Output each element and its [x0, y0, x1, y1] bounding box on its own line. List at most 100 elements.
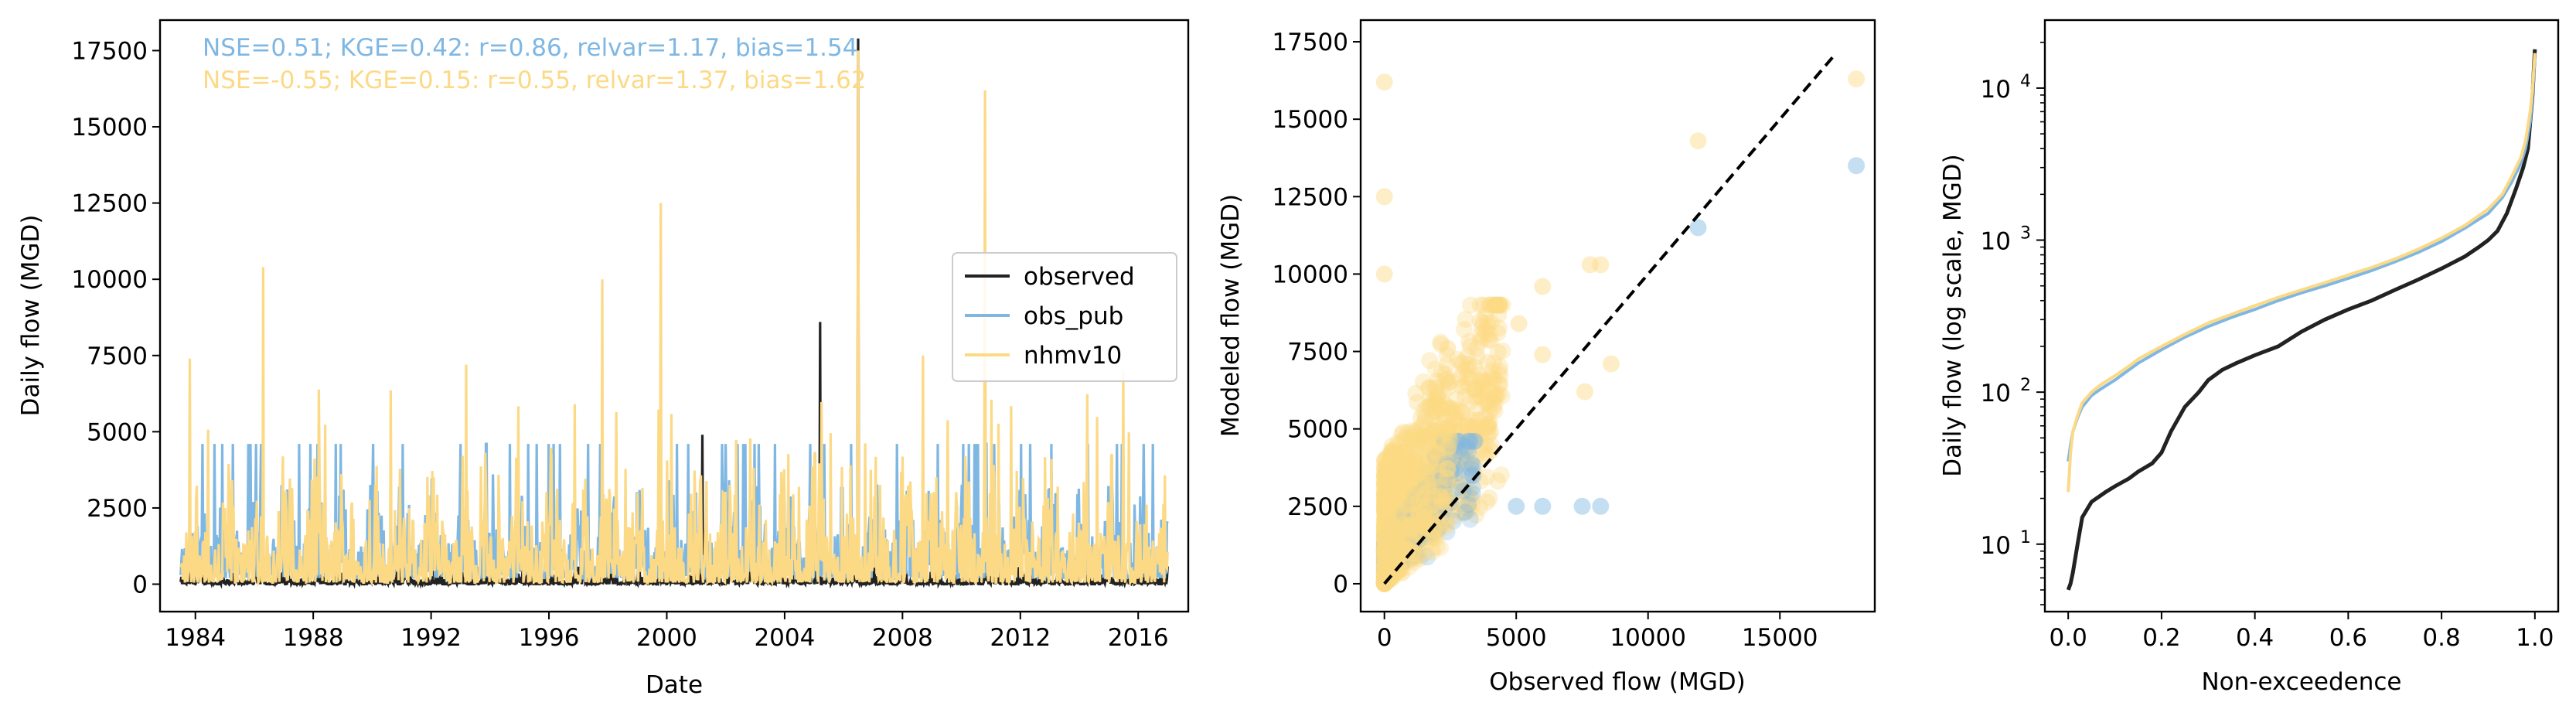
scatter-point-nhmv10: [1486, 387, 1504, 404]
scatter-point-obs-pub: [1457, 503, 1474, 521]
scatter-point-nhmv10: [1461, 394, 1479, 411]
scatter-point-nhmv10: [1438, 447, 1456, 465]
scatter-point-nhmv10: [1487, 385, 1505, 402]
scatter-point-nhmv10: [1382, 563, 1399, 581]
scatter-point-nhmv10: [1460, 424, 1478, 442]
scatter-point-nhmv10: [1378, 568, 1395, 585]
scatter-point-nhmv10: [1378, 522, 1396, 540]
scatter-point-obs-pub: [1414, 503, 1432, 521]
scatter-point-nhmv10: [1411, 425, 1429, 443]
scatter-point-nhmv10: [1375, 535, 1393, 553]
scatter-point-nhmv10: [1375, 517, 1393, 534]
scatter-point-nhmv10: [1432, 336, 1450, 353]
scatter-point-nhmv10: [1393, 456, 1411, 474]
scatter-point-nhmv10: [1419, 483, 1437, 501]
scatter-point-nhmv10: [1389, 541, 1407, 559]
scatter-point-nhmv10: [1435, 452, 1452, 470]
scatter-point-obs-pub: [1429, 519, 1446, 537]
scatter-point-nhmv10: [1440, 424, 1457, 442]
scatter-point-nhmv10: [1403, 511, 1421, 529]
scatter-point-nhmv10: [1592, 256, 1610, 274]
scatter-point-nhmv10: [1410, 545, 1428, 563]
scatter-point-obs-pub: [1423, 493, 1441, 510]
scatter-point-nhmv10: [1510, 315, 1528, 332]
scatter-point-nhmv10: [1384, 510, 1402, 527]
scatter-point-nhmv10: [1478, 468, 1495, 486]
scatter-point-nhmv10: [1418, 491, 1436, 509]
scatter-point-nhmv10: [1441, 450, 1459, 468]
scatter-point-nhmv10: [1375, 561, 1393, 578]
scatter-point-nhmv10: [1376, 532, 1394, 550]
scatter-point-nhmv10: [1379, 507, 1396, 525]
scatter-point-nhmv10: [1380, 497, 1398, 515]
scatter-point-nhmv10: [1438, 356, 1456, 373]
scatter-point-nhmv10: [1380, 543, 1398, 561]
scatter-point-nhmv10: [1485, 370, 1503, 387]
scatter-point-nhmv10: [1378, 500, 1396, 518]
scatter-point-nhmv10: [1391, 541, 1409, 559]
scatter-point-obs-pub: [1380, 556, 1398, 574]
scatter-point-nhmv10: [1484, 390, 1502, 408]
scatter-point-nhmv10: [1375, 542, 1393, 560]
scatter-point-nhmv10: [1454, 476, 1472, 494]
scatter-point-nhmv10: [1472, 326, 1490, 343]
scatter-point-nhmv10: [1405, 463, 1423, 481]
scatter-point-obs-pub: [1375, 559, 1393, 577]
scatter-point-nhmv10: [1385, 465, 1402, 483]
scatter-point-nhmv10: [1425, 421, 1443, 438]
scatter-point-obs-pub: [1385, 538, 1402, 556]
scatter-point-nhmv10: [1404, 536, 1421, 554]
scatter-point-obs-pub: [1390, 520, 1408, 538]
scatter-point-obs-pub: [1460, 432, 1478, 450]
scatter-point-obs-pub: [1387, 530, 1404, 548]
scatter-point-nhmv10: [1405, 524, 1423, 542]
scatter-point-nhmv10: [1377, 555, 1395, 573]
scatter-point-nhmv10: [1396, 526, 1414, 544]
scatter-point-nhmv10: [1375, 460, 1393, 478]
scatter-point-nhmv10: [1463, 448, 1481, 466]
scatter-point-nhmv10: [1395, 534, 1412, 551]
scatter-point-nhmv10: [1391, 552, 1409, 570]
scatter-point-nhmv10: [1426, 402, 1444, 420]
scatter-point-obs-pub: [1429, 471, 1446, 489]
scatter-point-nhmv10: [1482, 369, 1500, 387]
scatter-point-nhmv10: [1376, 551, 1394, 569]
scatter-point-nhmv10: [1380, 479, 1398, 497]
scatter-point-nhmv10: [1400, 506, 1418, 523]
scatter-point-nhmv10: [1379, 491, 1397, 509]
scatter-point-obs-pub: [1403, 508, 1421, 526]
scatter-xtick-label: 0: [1377, 624, 1392, 652]
scatter-point-nhmv10: [1493, 466, 1510, 484]
scatter-point-nhmv10: [1480, 331, 1498, 348]
scatter-point-obs-pub: [1379, 559, 1397, 577]
scatter-point-nhmv10: [1439, 469, 1457, 486]
scatter-point-nhmv10: [1377, 568, 1395, 586]
scatter-point-nhmv10: [1413, 521, 1431, 539]
scatter-point-nhmv10: [1471, 332, 1489, 350]
scatter-point-nhmv10: [1376, 516, 1393, 534]
scatter-point-obs-pub: [1463, 455, 1481, 472]
scatter-point-nhmv10: [1381, 533, 1399, 551]
scatter-point-obs-pub: [1388, 514, 1406, 532]
scatter-point-nhmv10: [1396, 524, 1414, 542]
scatter-point-obs-pub: [1428, 489, 1446, 507]
scatter-point-nhmv10: [1414, 462, 1431, 480]
scatter-point-nhmv10: [1451, 370, 1469, 387]
scatter-point-nhmv10: [1379, 526, 1397, 544]
scatter-point-nhmv10: [1444, 400, 1462, 418]
scatter-point-nhmv10: [1376, 503, 1394, 520]
scatter-point-nhmv10: [1416, 433, 1433, 451]
scatter-point-nhmv10: [1426, 414, 1444, 431]
scatter-point-nhmv10: [1378, 555, 1396, 573]
scatter-point-nhmv10: [1461, 337, 1479, 355]
scatter-point-nhmv10: [1389, 506, 1407, 523]
scatter-point-nhmv10: [1381, 467, 1399, 485]
scatter-point-obs-pub: [1413, 483, 1431, 500]
scatter-point-nhmv10: [1389, 542, 1406, 560]
timeseries-ytick-label: 2500: [87, 495, 148, 523]
scatter-point-nhmv10: [1375, 571, 1393, 588]
scatter-point-obs-pub: [1442, 494, 1460, 511]
scatter-point-nhmv10: [1427, 394, 1445, 412]
scatter-point-nhmv10: [1383, 515, 1401, 533]
scatter-point-nhmv10: [1440, 379, 1457, 397]
